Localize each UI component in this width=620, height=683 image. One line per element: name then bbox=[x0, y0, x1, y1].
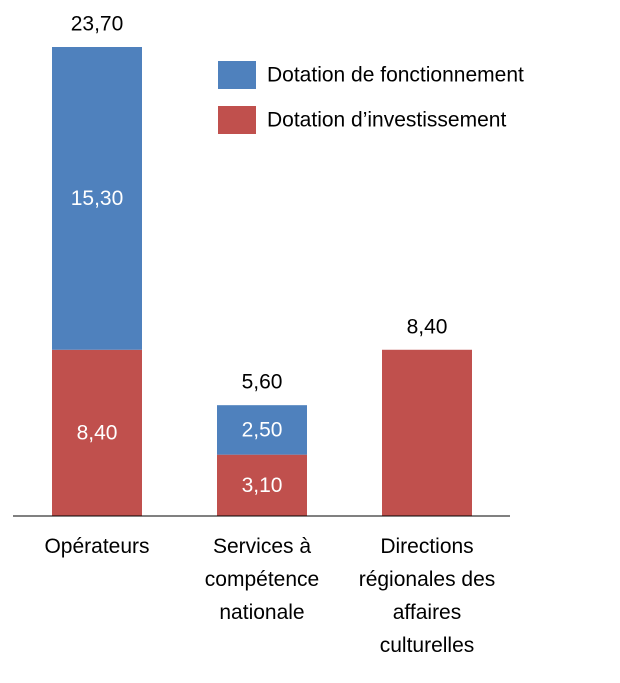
bar-segment bbox=[382, 349, 472, 516]
total-label: 5,60 bbox=[242, 371, 283, 394]
total-label: 8,40 bbox=[407, 315, 448, 338]
bar-segment bbox=[52, 349, 142, 516]
legend-label: Dotation de fonctionnement bbox=[267, 64, 524, 87]
bar-segment bbox=[217, 454, 307, 516]
data-label: 8,40 bbox=[77, 421, 118, 444]
legend-swatch bbox=[218, 61, 256, 89]
x-tick-label: Directions régionales des affaires cultu… bbox=[358, 535, 496, 657]
x-tick-label: Services à compétence nationale bbox=[204, 535, 320, 624]
data-label: 15,30 bbox=[71, 187, 124, 210]
data-label: 3,10 bbox=[242, 474, 283, 497]
total-label: 23,70 bbox=[71, 13, 124, 36]
legend-swatch bbox=[218, 106, 256, 134]
bar-segment bbox=[217, 405, 307, 455]
x-tick-label: Opérateurs bbox=[44, 535, 150, 558]
data-label: 2,50 bbox=[242, 418, 283, 441]
bar-segment bbox=[52, 47, 142, 350]
legend-label: Dotation d’investissement bbox=[267, 109, 506, 132]
